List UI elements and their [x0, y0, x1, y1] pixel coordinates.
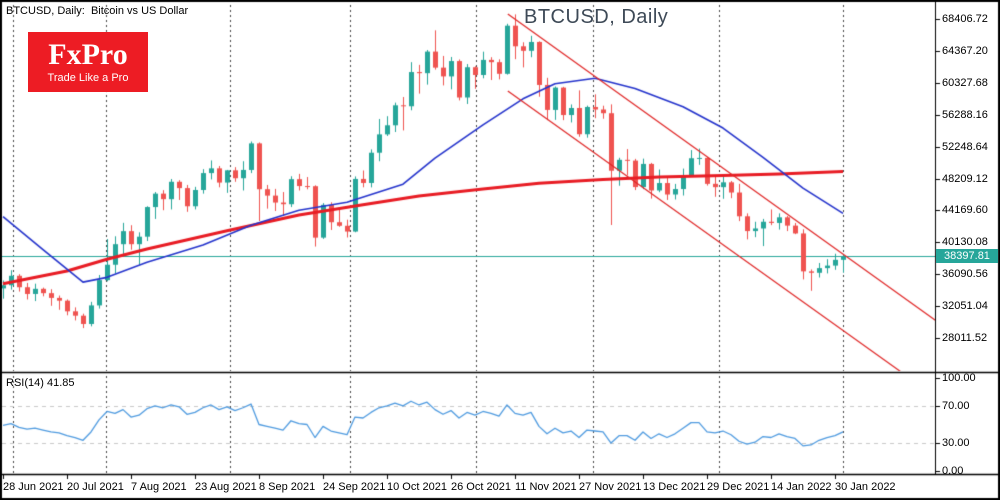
- price-axis-label: 68406.72: [942, 13, 988, 25]
- symbol-info: BTCUSD, Daily: Bitcoin vs US Dollar: [6, 5, 189, 17]
- date-axis-label: 29 Dec 2021: [707, 481, 770, 493]
- current-price-badge: 38397.81: [936, 249, 998, 263]
- date-axis-label: 14 Jan 2022: [771, 481, 832, 493]
- price-axis-label: 52248.64: [942, 141, 988, 153]
- fxpro-logo-name: FxPro: [48, 38, 128, 71]
- price-axis-label: 40130.08: [942, 236, 988, 248]
- price-axis-label: 60327.68: [942, 77, 988, 89]
- price-axis-label: 48209.12: [942, 173, 988, 185]
- price-axis-label: 28011.52: [942, 332, 988, 344]
- date-axis-label: 8 Sep 2021: [259, 481, 316, 493]
- price-axis-label: 36090.56: [942, 268, 988, 280]
- price-axis-label: 44169.60: [942, 204, 988, 216]
- date-axis-label: 13 Dec 2021: [643, 481, 706, 493]
- price-axis-label: 64367.20: [942, 45, 988, 57]
- price-axis-label: 32051.04: [942, 300, 988, 312]
- date-axis-label: 23 Aug 2021: [195, 481, 257, 493]
- date-axis-label: 7 Aug 2021: [131, 481, 187, 493]
- date-axis-label: 20 Jul 2021: [67, 481, 124, 493]
- date-axis-label: 30 Jan 2022: [835, 481, 896, 493]
- rsi-axis-label: 0.00: [942, 465, 964, 477]
- date-axis-label: 26 Oct 2021: [451, 481, 511, 493]
- date-axis-label: 10 Oct 2021: [387, 481, 447, 493]
- date-axis-label: 24 Sep 2021: [323, 481, 386, 493]
- fxpro-logo-tagline: Trade Like a Pro: [47, 72, 129, 84]
- rsi-axis-label: 100.00: [942, 372, 976, 384]
- price-axis-label: 56288.16: [942, 109, 988, 121]
- date-axis-label: 27 Nov 2021: [579, 481, 642, 493]
- chart-watermark-title: BTCUSD, Daily: [524, 6, 669, 28]
- fxpro-logo: FxPro Trade Like a Pro: [28, 32, 148, 92]
- date-axis-label: 11 Nov 2021: [515, 481, 577, 493]
- date-axis-label: 28 Jun 2021: [3, 481, 64, 493]
- rsi-axis-label: 70.00: [942, 400, 970, 412]
- rsi-axis-label: 30.00: [942, 437, 970, 449]
- rsi-indicator-label: RSI(14) 41.85: [6, 377, 75, 389]
